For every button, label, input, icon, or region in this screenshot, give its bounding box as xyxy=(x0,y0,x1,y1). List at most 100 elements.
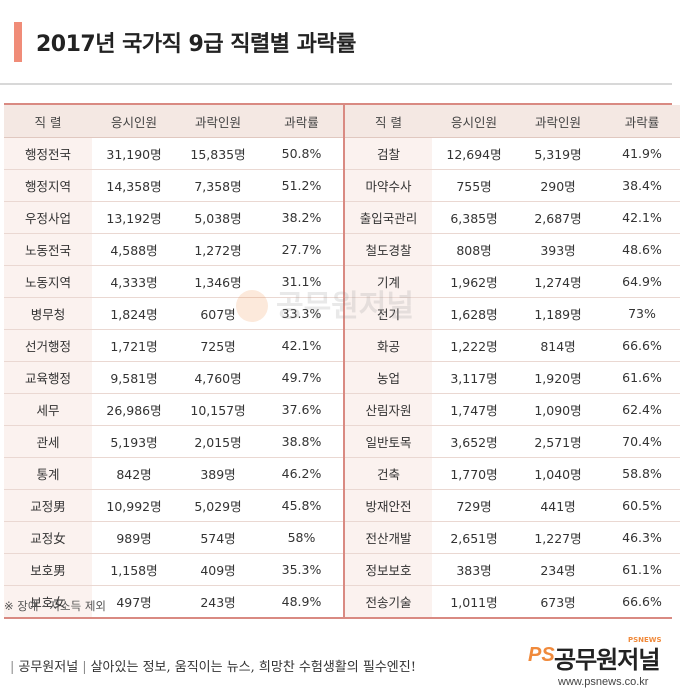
applicants-cell: 842명 xyxy=(92,457,176,490)
job-category-cell: 전기 xyxy=(343,297,432,330)
fail-rate-cell: 48.9% xyxy=(281,594,322,609)
fail-rate-cell: 51.2% xyxy=(260,169,344,202)
job-category-cell: 노동지역 xyxy=(4,265,92,298)
job-category-cell: 통계 xyxy=(4,457,92,490)
fail-rate-table: 직 렬 응시인원 과락인원 과락률 직 렬 응시인원 과락인원 과락률 행정전국… xyxy=(4,105,680,617)
title-accent-bar xyxy=(14,22,22,62)
applicants-cell: 1,747명 xyxy=(432,393,516,426)
applicants-cell: 1,222명 xyxy=(432,329,516,362)
table-header-row: 직 렬 응시인원 과락인원 과락률 직 렬 응시인원 과락인원 과락률 xyxy=(4,105,680,138)
failed-count-cell: 441명 xyxy=(516,489,600,522)
footer-divider-left: | xyxy=(10,660,15,675)
fail-rate-cell: 66.6% xyxy=(600,329,680,362)
failed-count-cell: 393명 xyxy=(516,233,600,266)
failed-count-cell: 290명 xyxy=(516,169,600,202)
applicants-cell: 12,694명 xyxy=(432,137,516,170)
applicants-cell: 497명 xyxy=(116,595,152,610)
header-cell: 과락률 xyxy=(260,105,344,138)
applicants-cell: 383명 xyxy=(432,553,516,586)
table-row: 선거행정 1,721명 725명 42.1% 화공 1,222명 814명 66.6% xyxy=(4,329,680,362)
failed-count-cell: 15,835명 xyxy=(176,137,260,170)
header-cell: 과락률 xyxy=(600,105,680,138)
table-row: 보호男 1,158명 409명 35.3% 정보보호 383명 234명 61.1% xyxy=(4,553,680,586)
footer-slogan: 살아있는 정보, 움직이는 뉴스, 희망찬 수험생활의 필수엔진! xyxy=(90,660,416,675)
fail-rate-cell: 64.9% xyxy=(600,265,680,298)
applicants-cell: 808명 xyxy=(432,233,516,266)
job-category-cell: 교정男 xyxy=(4,489,92,522)
data-table-container: 직 렬 응시인원 과락인원 과락률 직 렬 응시인원 과락인원 과락률 행정전국… xyxy=(4,103,680,619)
failed-count-cell: 1,920명 xyxy=(516,361,600,394)
logo-sub: PSNEWS xyxy=(628,636,662,644)
table-row: 교정女 989명 574명 58% 전산개발 2,651명 1,227명 46.3% xyxy=(4,521,680,554)
footer: | 공무원저널 | 살아있는 정보, 움직이는 뉴스, 희망찬 수험생활의 필수엔진!… xyxy=(0,636,680,696)
job-category-cell: 화공 xyxy=(343,329,432,362)
fail-rate-cell: 35.3% xyxy=(260,553,344,586)
applicants-cell: 2,651명 xyxy=(432,521,516,554)
applicants-cell: 729명 xyxy=(432,489,516,522)
job-category-cell: 방재안전 xyxy=(343,489,432,522)
logo-url: www.psnews.co.kr xyxy=(558,676,649,688)
table-note: ※ 장애 · 저소득 제외 xyxy=(4,599,106,613)
applicants-cell: 10,992명 xyxy=(92,489,176,522)
applicants-cell: 1,962명 xyxy=(432,265,516,298)
fail-rate-cell: 62.4% xyxy=(600,393,680,426)
table-row: 세무 26,986명 10,157명 37.6% 산림자원 1,747명 1,090명 62.… xyxy=(4,393,680,426)
header-cell: 응시인원 xyxy=(432,105,516,138)
failed-count-cell: 389명 xyxy=(176,457,260,490)
applicants-cell: 1,721명 xyxy=(92,329,176,362)
table-row: 교육행정 9,581명 4,760명 49.7% 농업 3,117명 1,920명 61.6% xyxy=(4,361,680,394)
applicants-cell: 1,628명 xyxy=(432,297,516,330)
applicants-cell: 755명 xyxy=(432,169,516,202)
header-cell: 과락인원 xyxy=(176,105,260,138)
job-category-cell: 검찰 xyxy=(343,137,432,170)
fail-rate-cell: 61.6% xyxy=(600,361,680,394)
footer-text: | 공무원저널 | 살아있는 정보, 움직이는 뉴스, 희망찬 수험생활의 필수엔진! xyxy=(6,656,416,675)
job-category-cell: 행정지역 xyxy=(4,169,92,202)
fail-rate-cell: 42.1% xyxy=(260,329,344,362)
job-category-cell: 농업 xyxy=(343,361,432,394)
job-category-cell: 교정女 xyxy=(4,521,92,554)
applicants-cell: 3,117명 xyxy=(432,361,516,394)
failed-count-cell: 2,687명 xyxy=(516,201,600,234)
fail-rate-cell: 31.1% xyxy=(260,265,344,298)
failed-count-cell: 1,189명 xyxy=(516,297,600,330)
table-row: 보호女 497명 243명 48.9% 전송기술 1,011명 673명 66.6% xyxy=(4,585,680,617)
logo-name: 공무원저널 xyxy=(554,646,660,674)
fail-rate-cell: 50.8% xyxy=(260,137,344,170)
title-divider xyxy=(0,83,672,85)
applicants-cell: 3,652명 xyxy=(432,425,516,458)
job-category-cell: 세무 xyxy=(4,393,92,426)
applicants-cell: 14,358명 xyxy=(92,169,176,202)
failed-count-cell: 1,040명 xyxy=(516,457,600,490)
applicants-cell: 31,190명 xyxy=(92,137,176,170)
failed-count-cell: 5,038명 xyxy=(176,201,260,234)
failed-count-cell: 1,346명 xyxy=(176,265,260,298)
footer-brand: 공무원저널 xyxy=(18,660,79,675)
fail-rate-cell: 48.6% xyxy=(600,233,680,266)
applicants-cell: 1,770명 xyxy=(432,457,516,490)
fail-rate-cell: 41.9% xyxy=(600,137,680,170)
applicants-cell: 1,824명 xyxy=(92,297,176,330)
table-row: 우정사업 13,192명 5,038명 38.2% 출입국관리 6,385명 2,687명 4… xyxy=(4,201,680,234)
applicants-cell: 9,581명 xyxy=(92,361,176,394)
job-category-cell: 병무청 xyxy=(4,297,92,330)
applicants-cell: 26,986명 xyxy=(92,393,176,426)
job-category-cell: 정보보호 xyxy=(343,553,432,586)
fail-rate-cell: 66.6% xyxy=(622,594,662,609)
fail-rate-cell: 38.4% xyxy=(600,169,680,202)
job-category-cell: 관세 xyxy=(4,425,92,458)
failed-count-cell: 607명 xyxy=(176,297,260,330)
job-category-cell: 산림자원 xyxy=(343,393,432,426)
fail-rate-cell: 60.5% xyxy=(600,489,680,522)
fail-rate-cell: 37.6% xyxy=(260,393,344,426)
fail-rate-cell: 70.4% xyxy=(600,425,680,458)
fail-rate-cell: 42.1% xyxy=(600,201,680,234)
failed-count-cell: 234명 xyxy=(516,553,600,586)
header-cell: 직 렬 xyxy=(343,105,432,138)
header-cell: 과락인원 xyxy=(516,105,600,138)
failed-count-cell: 4,760명 xyxy=(176,361,260,394)
failed-count-cell: 5,029명 xyxy=(176,489,260,522)
job-category-cell: 전송기술 xyxy=(343,585,432,617)
logo-mark: PS xyxy=(528,644,555,666)
job-category-cell: 선거행정 xyxy=(4,329,92,362)
